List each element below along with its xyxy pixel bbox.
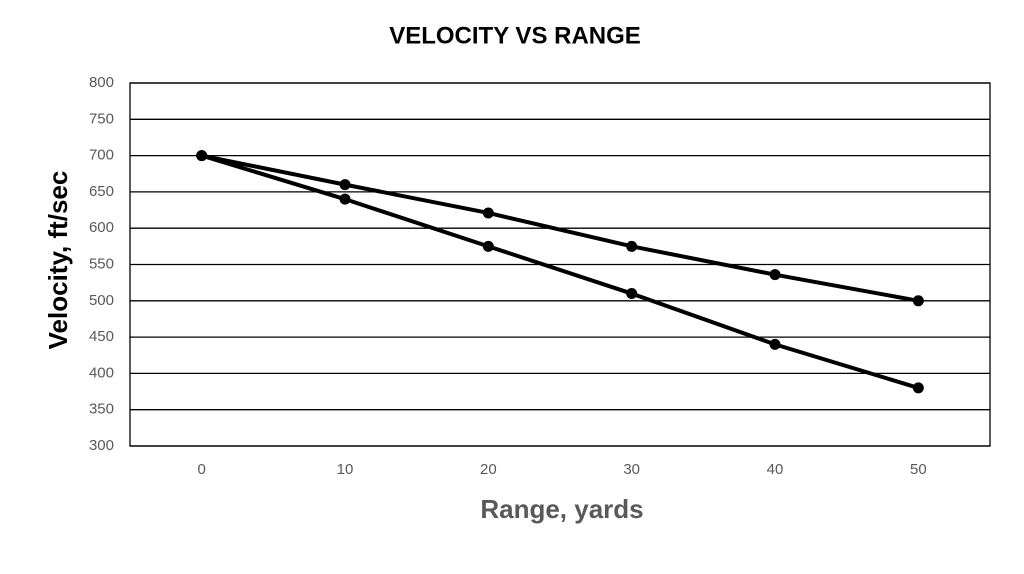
series-line xyxy=(201,153,919,390)
y-tick-label: 400 xyxy=(89,364,114,381)
data-point xyxy=(482,240,494,252)
y-tick-label: 750 xyxy=(89,110,114,127)
data-point xyxy=(196,150,208,162)
data-point xyxy=(912,295,924,307)
y-tick-label: 350 xyxy=(89,401,114,418)
y-tick-label: 500 xyxy=(89,292,114,309)
y-tick-label: 300 xyxy=(89,437,114,454)
data-point xyxy=(482,207,494,219)
chart-title: VELOCITY VS RANGE xyxy=(389,22,641,49)
y-tick-label: 450 xyxy=(89,328,114,345)
y-tick-label: 550 xyxy=(89,255,114,272)
x-tick-label: 30 xyxy=(623,461,640,478)
x-tick-label: 10 xyxy=(337,461,354,478)
y-tick-label: 650 xyxy=(89,183,114,200)
plot-border xyxy=(129,82,991,447)
data-point xyxy=(769,338,781,350)
x-axis-label: Range, yards xyxy=(480,494,643,524)
data-point xyxy=(339,179,351,191)
data-point xyxy=(769,269,781,281)
data-point xyxy=(339,193,351,205)
x-tick-label: 40 xyxy=(767,461,784,478)
y-tick-label: 800 xyxy=(89,74,114,91)
y-axis-label: Velocity, ft/sec xyxy=(43,171,73,350)
y-tick-label: 700 xyxy=(89,147,114,164)
x-tick-label: 50 xyxy=(910,461,927,478)
series-line xyxy=(201,153,919,303)
data-point xyxy=(626,240,638,252)
x-tick-label: 20 xyxy=(480,461,497,478)
data-point xyxy=(912,382,924,394)
data-point xyxy=(626,288,638,300)
y-tick-label: 600 xyxy=(89,219,114,236)
x-tick-label: 0 xyxy=(197,461,205,478)
